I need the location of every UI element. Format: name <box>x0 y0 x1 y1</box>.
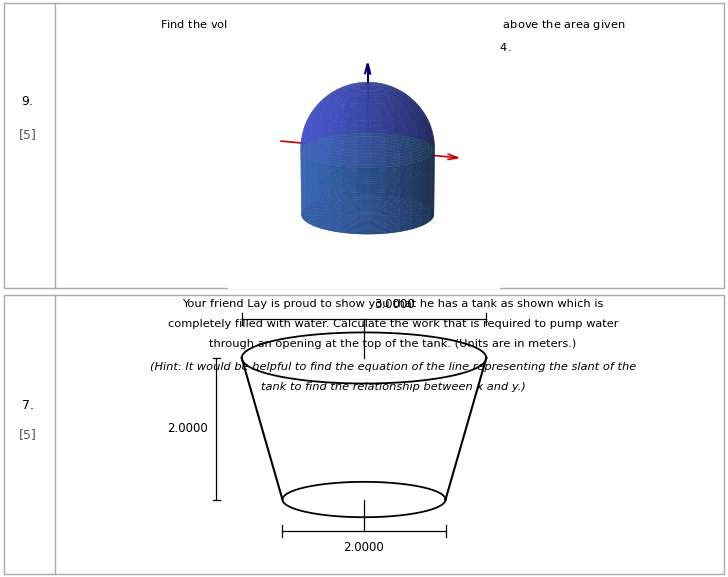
Text: through an opening at the top of the tank. (Units are in meters.): through an opening at the top of the tan… <box>210 339 577 349</box>
Text: 2.0000: 2.0000 <box>344 541 384 554</box>
Text: completely filled with water. Calculate the work that is required to pump water: completely filled with water. Calculate … <box>168 319 618 329</box>
Text: [5]: [5] <box>19 428 36 441</box>
Text: 7.: 7. <box>22 399 33 412</box>
Text: Your friend Lay is proud to show you that he has a tank as shown which is: Your friend Lay is proud to show you tha… <box>183 299 604 309</box>
Text: Find the volume under the surface given by $x^2 + y^2 + z^2 = 4$ above the area : Find the volume under the surface given … <box>160 16 626 34</box>
Text: 9.: 9. <box>22 95 33 108</box>
Text: [5]: [5] <box>19 128 36 141</box>
Text: 2.0000: 2.0000 <box>167 422 207 435</box>
Text: 3.0000: 3.0000 <box>374 298 415 311</box>
Text: by the upper half of the circle $x^2 + y^2 = 4$.: by the upper half of the circle $x^2 + y… <box>274 39 512 57</box>
Text: tank to find the relationship between x and y.): tank to find the relationship between x … <box>261 382 526 392</box>
FancyBboxPatch shape <box>4 3 724 288</box>
FancyBboxPatch shape <box>4 295 724 574</box>
Text: (Hint: It would be helpful to find the equation of the line representing the sla: (Hint: It would be helpful to find the e… <box>150 362 636 372</box>
